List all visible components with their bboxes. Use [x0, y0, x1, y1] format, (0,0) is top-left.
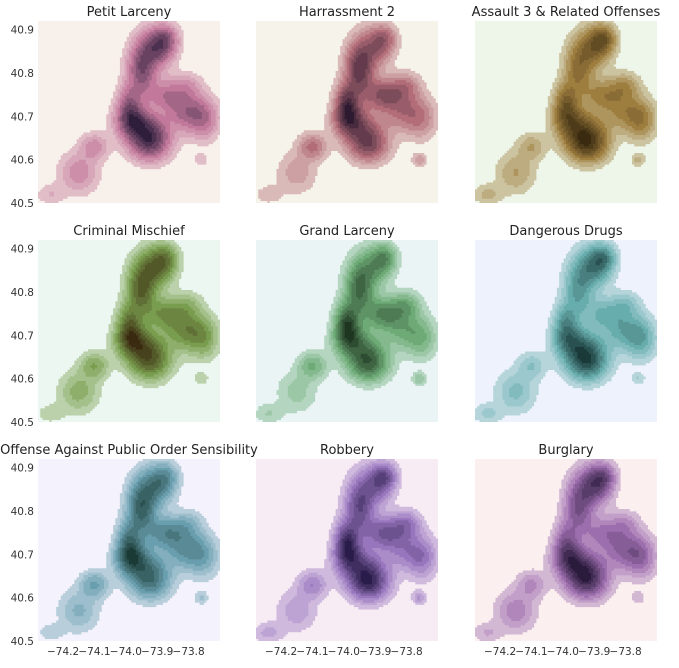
x-tick-label: −74.1: [296, 646, 328, 658]
panel-1: Petit Larceny 40.5 40.6 40.7 40.8 40.9: [11, 5, 220, 210]
x-tick-label: −74.1: [78, 646, 110, 658]
panel-6: Dangerous Drugs: [475, 224, 657, 422]
panel-title: Burglary: [538, 443, 593, 458]
density-contours: [258, 21, 438, 203]
panel-title: Petit Larceny: [87, 5, 172, 20]
density-contours: [38, 21, 220, 203]
panel-title: Offense Against Public Order Sensibility: [0, 443, 258, 458]
density-contours: [475, 21, 657, 203]
y-tick-label: 40.9: [11, 463, 34, 475]
panel-8: Robbery −74.2 −74.1 −74.0 −73.9 −73.8: [256, 443, 438, 658]
panel-4: Criminal Mischief 40.5 40.6 40.7 40.8 40.9: [11, 224, 220, 429]
y-tick-label: 40.7: [11, 111, 34, 123]
density-contours: [256, 459, 438, 641]
y-tick-label: 40.5: [11, 417, 34, 429]
x-tick-label: −74.2: [265, 646, 297, 658]
density-contours: [40, 240, 220, 422]
y-tick-label: 40.8: [11, 506, 34, 518]
x-tick-label: −74.0: [328, 646, 360, 658]
density-level-9: [577, 130, 592, 147]
y-tick-label: 40.7: [11, 549, 34, 561]
y-tick-label: 40.8: [11, 287, 34, 299]
panel-5: Grand Larceny: [256, 224, 438, 422]
panel-2: Harrassment 2: [256, 5, 438, 203]
density-level-9: [344, 321, 354, 343]
density-level-9: [344, 102, 354, 124]
density-contours: [475, 459, 657, 641]
density-level-9: [575, 346, 592, 364]
x-tick-label: −73.9: [141, 646, 173, 658]
y-tick-label: 40.6: [11, 374, 35, 386]
density-level-3: [509, 242, 653, 400]
x-tick-label: −74.2: [484, 646, 516, 658]
panel-title: Criminal Mischief: [73, 224, 185, 239]
y-tick-label: 40.5: [11, 636, 34, 648]
panel-9: Burglary −74.2 −74.1 −74.0 −73.9 −73.8: [475, 443, 657, 658]
x-tick-label: −74.2: [47, 646, 79, 658]
density-level-3: [513, 23, 653, 176]
x-tick-label: −73.8: [391, 646, 423, 658]
panel-title: Grand Larceny: [299, 224, 395, 239]
y-tick-label: 40.6: [11, 593, 35, 605]
y-tick-label: 40.9: [11, 25, 34, 37]
density-level-9: [129, 114, 152, 142]
x-tick-label: −74.1: [515, 646, 547, 658]
panel-title: Dangerous Drugs: [509, 224, 622, 239]
panel-title: Robbery: [320, 443, 374, 458]
y-tick-label: 40.5: [11, 198, 34, 210]
x-tick-label: −73.8: [610, 646, 642, 658]
x-tick-label: −73.8: [173, 646, 205, 658]
panel-title: Assault 3 & Related Offenses: [472, 5, 661, 20]
panel-3: Assault 3 & Related Offenses: [472, 5, 661, 203]
density-level-9: [568, 556, 592, 583]
panel-title: Harrassment 2: [299, 5, 395, 20]
x-tick-label: −73.9: [578, 646, 610, 658]
density-level-9: [344, 538, 373, 585]
density-level-9: [126, 547, 139, 567]
y-tick-label: 40.8: [11, 68, 34, 80]
x-tick-label: −74.0: [547, 646, 579, 658]
density-contours: [475, 240, 657, 422]
y-tick-label: 40.9: [11, 244, 34, 256]
density-level-9: [126, 331, 143, 350]
y-tick-label: 40.6: [11, 155, 35, 167]
density-level-8: [566, 258, 603, 368]
y-tick-label: 40.7: [11, 330, 34, 342]
x-tick-label: −74.0: [110, 646, 142, 658]
x-tick-label: −73.9: [359, 646, 391, 658]
density-contours: [40, 459, 220, 640]
panel-7: Offense Against Public Order Sensibility…: [0, 443, 258, 658]
density-contours: [256, 240, 438, 422]
